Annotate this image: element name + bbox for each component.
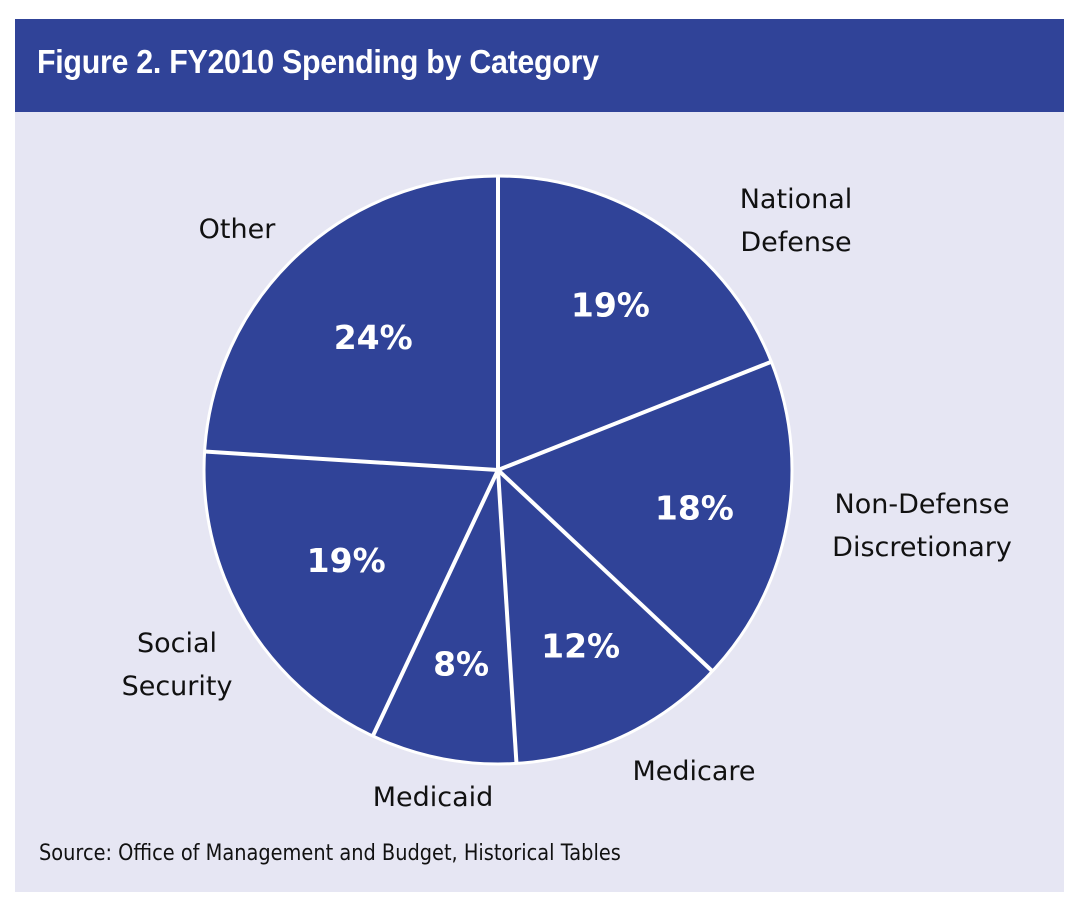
category-label-line: Security [122,671,233,702]
pie-slice-medicare [498,470,713,764]
category-label-national-defense: National Defense [740,184,853,258]
slice-divider [496,468,714,673]
pie-slices [204,176,792,764]
value-label-medicaid: 8% [433,644,489,683]
value-label-other: 24% [334,318,413,357]
category-label-line: Social [137,628,217,659]
slice-divider [204,449,499,472]
category-label-social-security: Social Security [122,628,233,702]
category-label-medicaid: Medicaid [373,782,494,813]
pie-slice-national-defense [498,176,772,470]
slice-divider [497,359,773,472]
source-note: Source: Office of Management and Budget,… [39,841,621,866]
category-label-line: Defense [740,227,851,258]
pie-slice-other [204,176,498,470]
pie-slice-non-defense-discretionary [498,361,792,672]
pie-slice-medicaid [372,470,517,764]
category-label-line: Non-Defense [835,489,1010,520]
value-labels: 19% 18% 12% 8% 19% 24% [307,286,734,684]
pie-outline [202,174,794,766]
value-label-medicare: 12% [541,627,620,666]
category-label-line: Medicaid [373,782,494,813]
category-label-line: Medicare [632,756,755,787]
category-label-line: Other [199,214,277,245]
category-label-medicare: Medicare [632,756,755,787]
slice-dividers [202,174,794,766]
figure-header: Figure 2. FY2010 Spending by Category [15,19,1064,112]
value-label-national-defense: 19% [571,286,650,325]
slice-divider [371,469,500,737]
pie-slice-social-security [204,451,498,737]
category-labels: National Defense Non-Defense Discretionary M… [122,184,1012,813]
slice-divider [496,469,519,764]
category-label-non-defense-discretionary: Non-Defense Discretionary [832,489,1012,563]
category-label-other: Other [199,214,277,245]
category-label-line: National [740,184,853,215]
value-label-social-security: 19% [307,541,386,580]
figure-title: Figure 2. FY2010 Spending by Category [37,43,599,80]
value-label-non-defense-discretionary: 18% [655,488,734,527]
category-label-line: Discretionary [832,532,1012,563]
